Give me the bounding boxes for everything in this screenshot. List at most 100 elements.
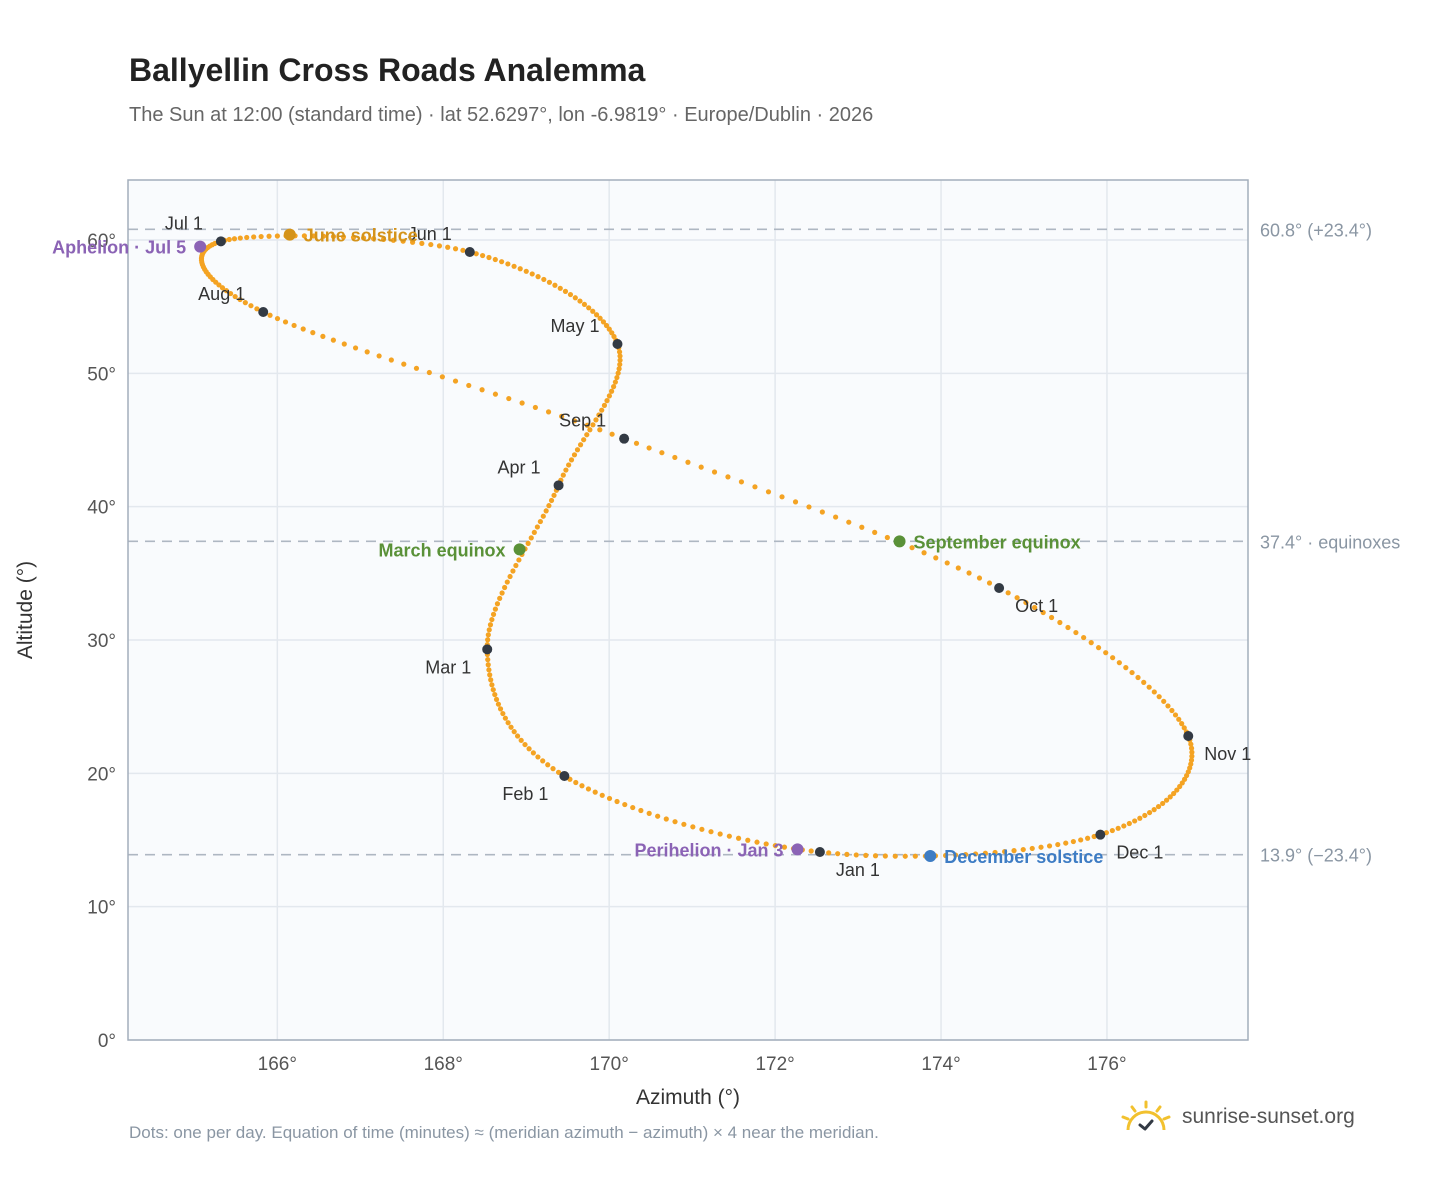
day-dot [485,632,491,638]
day-dot [274,315,281,322]
day-dot [380,236,387,243]
day-dot [258,233,264,240]
day-dot [510,568,516,574]
day-dot [600,319,607,325]
day-dot [1073,629,1079,636]
day-dot [543,508,549,514]
day-dot [617,353,623,359]
day-dot [663,816,669,822]
day-dot [1179,721,1185,727]
day-dot [492,256,498,263]
day-dot [505,261,511,267]
day-dot [681,821,687,827]
event-label: June solstice [304,226,418,246]
day-dot [1032,604,1038,611]
day-dot [1005,590,1011,596]
day-dot [572,295,578,301]
day-dot [573,779,579,786]
axis-ticks: 166° 168° 170° 172° 174° 176° 0° 10° 20° 30° 40° 50… [87,231,1126,1075]
day-dot [1151,689,1157,695]
day-dot [499,259,505,265]
day-dot [792,499,799,505]
day-dot [223,288,229,294]
day-dot [529,271,535,277]
day-dot [479,252,486,259]
day-dot [585,786,592,792]
day-dot [779,494,785,500]
day-dot [772,842,778,849]
day-dot [726,833,732,839]
day-dot [511,263,517,269]
day-dot [1174,787,1180,793]
day-dot [976,575,983,581]
day-dot [1095,645,1102,651]
day-dot [452,378,459,384]
day-dot [617,361,623,368]
day-dot [452,246,459,252]
day-dot [584,422,590,428]
day-dot [226,236,232,243]
day-dot [320,333,326,339]
day-dot [859,524,865,530]
day-dot [518,737,524,743]
day-dot [963,851,969,858]
day-dot [502,584,508,591]
day-dot [388,357,394,363]
day-dot [614,374,620,381]
day-dot [622,801,628,808]
day-dot [606,795,613,802]
month-label: Jun 1 [408,224,452,244]
day-dot [711,469,718,475]
day-dot [1167,794,1173,800]
day-dot [633,440,640,446]
day-dot [574,447,581,453]
day-dot [966,570,972,576]
day-dot [609,330,615,336]
day-dot [1171,790,1177,797]
day-dot [254,306,260,312]
event-label: Perihelion · Jan 3 [634,840,783,860]
day-dot [690,824,696,830]
day-dot [439,374,445,380]
month-label: Aug 1 [198,284,245,304]
day-dot [587,427,593,433]
day-dot [1057,619,1063,626]
day-dot [1023,599,1029,606]
day-dot [1181,725,1187,731]
day-dot [882,853,888,859]
day-dot [486,627,492,633]
day-dot [401,361,407,367]
day-dot [562,288,569,294]
day-dot [986,580,993,586]
day-dot [557,285,563,291]
month-label: Nov 1 [1204,744,1251,764]
day-dot [725,474,731,480]
day-dot [519,400,525,406]
month-dot [619,433,630,444]
brand-logo[interactable]: sunrise-sunset.org [1120,1100,1355,1134]
day-dot [330,337,336,343]
brand-name: sunrise-sunset.org [1182,1105,1355,1128]
day-dot [603,322,610,329]
day-dot [413,365,420,371]
day-dot [846,519,852,525]
reference-line-label: 13.9° (−23.4°) [1260,846,1372,866]
day-dot [350,234,357,240]
day-dot [490,687,496,693]
day-dot [685,459,691,465]
plot-background [128,180,1248,1040]
day-dot [826,850,832,856]
day-dot [540,758,546,764]
day-dot [616,349,623,355]
day-dot [579,783,585,789]
day-dot [514,733,521,739]
day-dot [546,279,553,285]
day-dot [1081,634,1087,641]
day-dot [1132,818,1138,824]
day-dot [1065,624,1071,631]
day-dot [672,454,678,461]
day-dot [754,839,760,845]
day-dot [1189,753,1195,759]
day-dot [806,504,812,510]
day-dot [511,729,517,735]
